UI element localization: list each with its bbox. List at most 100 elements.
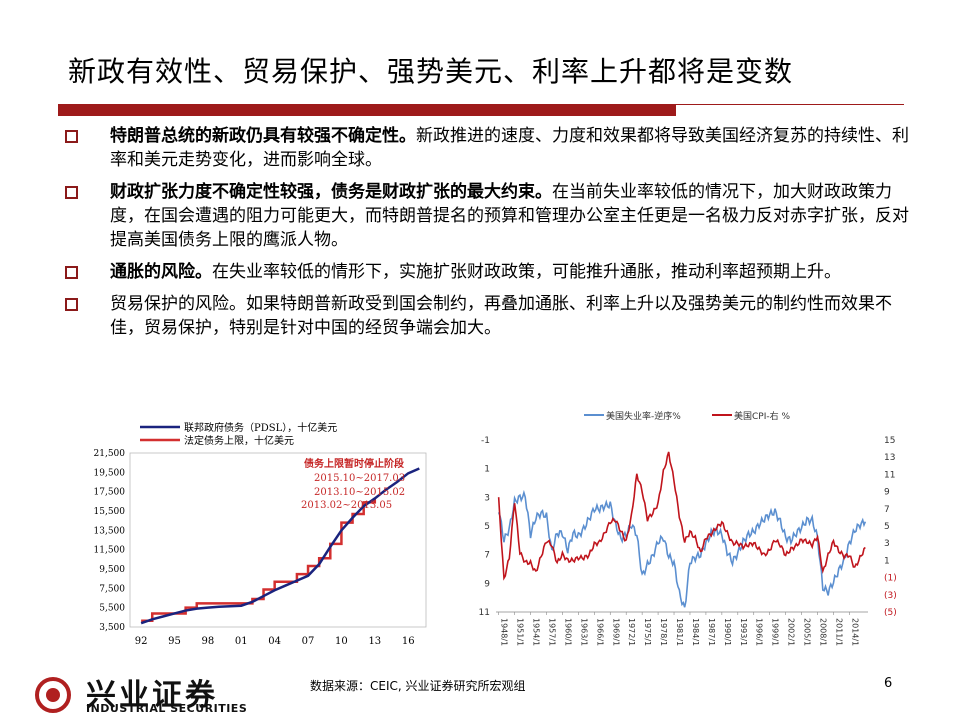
y-tick-label: 17,500 [94,488,126,498]
x-tick-label: 1981/1 [675,618,684,646]
logo-mark-icon [35,677,71,713]
right-y-tick-label: 1 [884,556,890,566]
annotation-title: 债务上限暂时停止阶段 [304,457,404,470]
legend-label: 法定债务上限，十亿美元 [184,434,294,447]
x-tick-label: 1966/1 [595,618,604,646]
left-y-tick-label: 9 [484,579,490,589]
x-tick-label: 1999/1 [771,618,780,646]
bullet-text: 新政推进的速度、力度和效果都将导致美国经济复苏的持续性、利率和美元走势变化，进而… [110,126,909,170]
bullet-bold-lead: 财政扩张力度不确定性较强，债务是财政扩张的最大约束。 [110,182,552,202]
x-tick-label: 1987/1 [707,618,716,646]
x-tick-label: 16 [402,636,415,647]
square-bullet-icon [65,298,78,311]
y-tick-label: 5,500 [99,604,125,614]
logo-english-name: INDUSTRIAL SECURITIES [86,702,248,715]
bullet-text: 贸易保护的风险。如果特朗普新政受到国会制约，再叠加通胀、利率上升以及强势美元的制… [110,294,892,338]
x-tick-label: 2011/1 [834,618,843,646]
left-y-tick-label: -1 [481,436,490,446]
bullet-item: 特朗普总统的新政仍具有较强不确定性。新政推进的速度、力度和效果都将导致美国经济复… [60,124,910,172]
bullet-text: 在当前失业率较低的情况下，加大财政政策力度，在国会遭遇的阻力可能更大，而特朗普提… [110,182,909,250]
logo-chinese-name: 兴业证券 [86,678,218,713]
right-y-tick-label: 9 [884,488,890,498]
left-y-tick-label: 3 [484,493,490,503]
x-tick-label: 1951/1 [516,618,525,646]
x-tick-label: 1948/1 [500,618,509,646]
y-tick-label: 3,500 [99,623,125,633]
y-tick-label: 11,500 [94,546,126,556]
bullet-item: 财政扩张力度不确定性较强，债务是财政扩张的最大约束。在当前失业率较低的情况下，加… [60,180,910,252]
x-tick-label: 1990/1 [723,618,732,646]
bullet-list: 特朗普总统的新政仍具有较强不确定性。新政推进的速度、力度和效果都将导致美国经济复… [60,124,910,348]
x-tick-label: 1996/1 [755,618,764,646]
x-tick-label: 2005/1 [803,618,812,646]
x-tick-label: 1960/1 [563,618,572,646]
legend-label: 美国CPI-右 % [734,410,790,422]
x-tick-label: 95 [168,636,181,647]
x-tick-label: 2002/1 [787,618,796,646]
bullet-item: 贸易保护的风险。如果特朗普新政受到国会制约，再叠加通胀、利率上升以及强势美元的制… [60,292,910,340]
left-y-tick-label: 7 [484,551,490,561]
right-y-tick-label: (1) [884,574,897,584]
title-underline-bar [58,104,676,116]
right-y-tick-label: (5) [884,608,897,618]
unemployment-line [497,489,867,608]
title-underline-line [676,104,904,105]
y-tick-label: 7,500 [99,584,125,594]
x-tick-label: 1993/1 [739,618,748,646]
x-tick-label: 92 [135,636,148,647]
unemployment-cpi-chart: 美国失业率-逆序% 美国CPI-右 %-1135791115131197531(1… [479,410,897,646]
bullet-bold-lead: 通胀的风险。 [110,262,212,282]
y-tick-label: 21,500 [94,449,126,459]
y-tick-label: 15,500 [94,507,126,517]
y-tick-label: 9,500 [99,565,125,575]
legend-label: 美国失业率-逆序% [606,410,681,422]
bullet-item: 通胀的风险。在失业率较低的情形下，实施扩张财政政策，可能推升通胀，推动利率超预期… [60,260,910,284]
left-y-tick-label: 5 [484,522,490,532]
x-tick-label: 04 [268,636,281,647]
x-tick-label: 1954/1 [532,618,541,646]
right-y-tick-label: 3 [884,539,890,549]
bullet-bold-lead: 特朗普总统的新政仍具有较强不确定性。 [110,126,416,146]
slide-title: 新政有效性、贸易保护、强势美元、利率上升都将是变数 [68,55,794,88]
x-tick-label: 1969/1 [611,618,620,646]
debt-ceiling-line [141,498,377,623]
federal-debt-chart: 3,500 5,500 7,500 9,500 11,500 13,500 15,500 17… [94,421,427,647]
x-tick-label: 2008/1 [819,618,828,646]
x-tick-label: 13 [368,636,381,647]
x-tick-label: 1957/1 [547,618,556,646]
legend-label: 联邦政府债务（PDSL），十亿美元 [184,421,337,434]
square-bullet-icon [65,130,78,143]
bullet-text: 在失业率较低的情形下，实施扩张财政政策，可能推升通胀，推动利率超预期上升。 [212,262,841,282]
y-tick-label: 19,500 [94,468,126,478]
left-y-tick-label: 1 [484,465,490,475]
x-tick-label: 10 [335,636,348,647]
federal-debt-line [140,467,420,625]
right-y-tick-label: (3) [884,591,897,601]
page-number: 6 [884,676,893,691]
x-tick-label: 1972/1 [627,618,636,646]
y-tick-label: 13,500 [94,526,126,536]
right-y-tick-label: 13 [884,453,895,463]
data-source-note: 数据来源：CEIC, 兴业证券研究所宏观组 [310,679,526,693]
right-y-tick-label: 11 [884,470,895,480]
annotation-period: 2013.10~2015.02 [314,487,405,498]
annotation-period: 2015.10~2017.03 [314,473,405,484]
cpi-line [497,451,866,581]
annotation-period: 2013.02~2013.05 [301,500,392,511]
square-bullet-icon [65,266,78,279]
x-tick-label: 07 [302,636,315,647]
left-y-tick-label: 11 [479,608,490,618]
right-y-tick-label: 5 [884,522,890,532]
right-y-tick-label: 7 [884,505,890,515]
x-tick-label: 01 [235,636,248,647]
x-tick-label: 98 [202,636,215,647]
x-tick-label: 1975/1 [643,618,652,646]
square-bullet-icon [65,186,78,199]
right-y-tick-label: 15 [884,436,895,446]
x-tick-label: 1963/1 [579,618,588,646]
x-tick-label: 1984/1 [691,618,700,646]
plot-frame [129,452,427,628]
x-tick-label: 1978/1 [659,618,668,646]
company-logo: 兴业证券 INDUSTRIAL SECURITIES [4,672,264,718]
x-tick-label: 2014/1 [850,618,859,646]
